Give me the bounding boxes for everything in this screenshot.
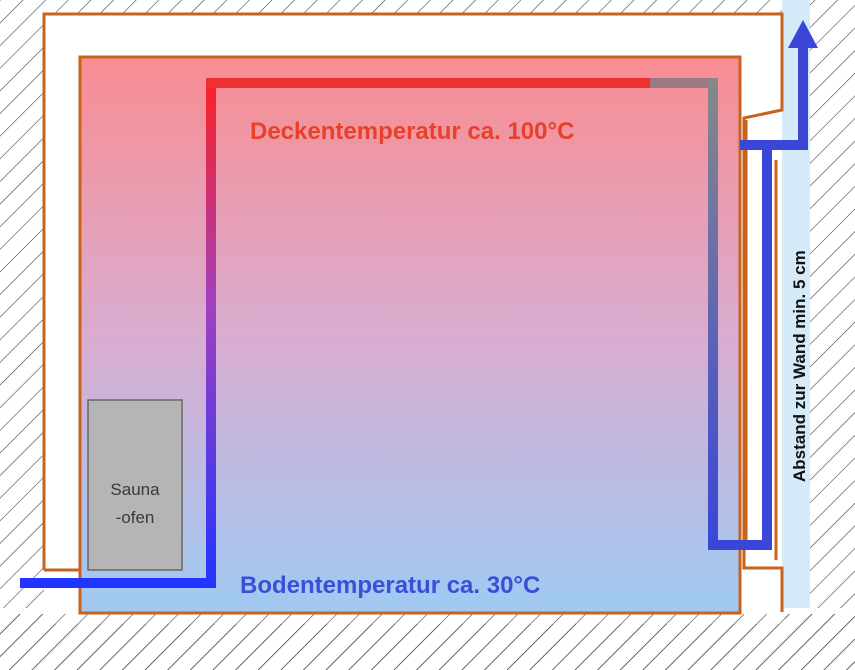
sauna-oven: Sauna -ofen <box>87 399 183 571</box>
rising-air-duct <box>206 78 216 588</box>
oven-label-line2: -ofen <box>116 508 155 527</box>
wall-distance-label: Abstand zur Wand min. 5 cm <box>790 250 809 482</box>
wall-cladding <box>744 120 778 560</box>
floor-temperature-label: Bodentemperatur ca. 30°C <box>240 572 540 599</box>
air-inlet-duct <box>20 578 214 588</box>
exhaust-arrow-up <box>788 20 818 150</box>
descending-air-duct <box>708 78 800 550</box>
sauna-room-interior <box>80 57 740 613</box>
ceiling-temperature-label: Deckentemperatur ca. 100°C <box>250 118 574 145</box>
oven-label-line1: Sauna <box>110 480 160 499</box>
wall-outline <box>42 12 784 612</box>
ceiling-air-duct <box>206 78 718 88</box>
